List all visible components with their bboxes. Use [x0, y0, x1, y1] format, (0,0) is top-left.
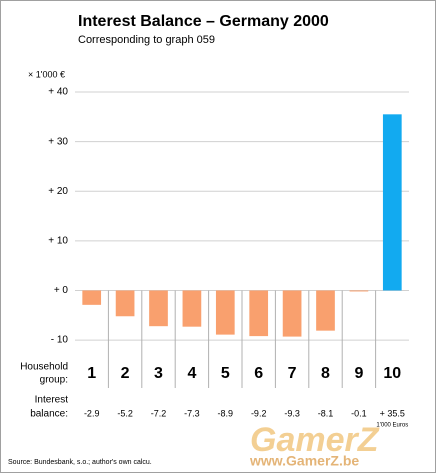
- x-tick-label: 10: [383, 365, 401, 382]
- value-label: -7.2: [151, 408, 167, 418]
- bar: [149, 290, 168, 327]
- x-tick-label: 6: [254, 365, 263, 382]
- y-tick-label: + 20: [48, 186, 68, 197]
- value-note: 1'000 Euros: [376, 423, 408, 429]
- y-tick-label: + 0: [54, 285, 69, 296]
- value-label: -0.1: [351, 408, 367, 418]
- x-tick-label: 7: [288, 365, 297, 382]
- y-tick-label: + 30: [48, 136, 68, 147]
- bar: [182, 290, 202, 327]
- y-tick-label: - 10: [51, 335, 69, 346]
- bar: [115, 290, 135, 317]
- x-tick-label: 4: [187, 365, 196, 382]
- x-tick-label: 9: [354, 365, 363, 382]
- x-tick-label: 8: [321, 365, 330, 382]
- x-label: Household: [20, 362, 68, 373]
- value-label: -9.2: [251, 408, 267, 418]
- value-row-label: Interest: [35, 395, 69, 406]
- x-tick-label: 1: [87, 365, 96, 382]
- x-tick-label: 3: [154, 365, 163, 382]
- bar: [382, 114, 402, 291]
- value-label: -7.3: [184, 408, 200, 418]
- x-tick-label: 5: [221, 365, 230, 382]
- value-label: -2.9: [84, 408, 100, 418]
- bar: [82, 290, 102, 305]
- bar: [215, 290, 235, 335]
- watermark: GamerZ: [250, 421, 380, 459]
- source: Source: Bundesbank, s.o.; author's own c…: [8, 459, 152, 466]
- bar: [316, 290, 335, 331]
- chart-title: Interest Balance – Germany 2000: [78, 13, 329, 30]
- value-row-label: balance:: [30, 409, 68, 420]
- bar: [282, 290, 302, 337]
- bar: [349, 290, 369, 292]
- value-label: -5.2: [117, 408, 133, 418]
- watermark-url: www.GamerZ.be: [249, 453, 359, 469]
- value-label: -8.1: [318, 408, 334, 418]
- y-tick-label: + 40: [48, 87, 68, 98]
- value-label: -8.9: [218, 408, 234, 418]
- x-tick-label: 2: [121, 365, 130, 382]
- y-unit: × 1'000 €: [28, 69, 65, 79]
- x-label: group:: [40, 375, 68, 386]
- bar: [249, 290, 269, 337]
- value-label: -9.3: [284, 408, 300, 418]
- y-tick-label: + 10: [48, 235, 68, 246]
- chart-subtitle: Corresponding to graph 059: [78, 34, 215, 46]
- value-label: + 35.5: [380, 408, 405, 418]
